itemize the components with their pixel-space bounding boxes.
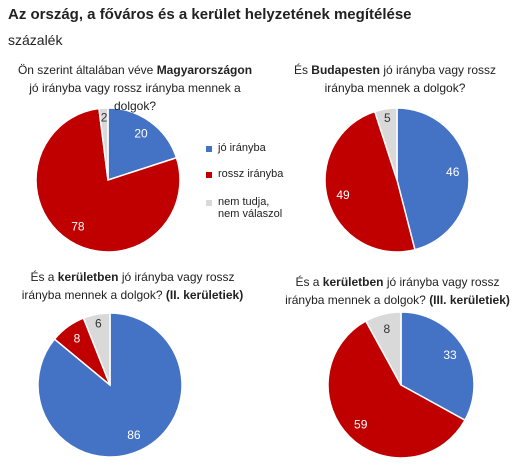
pie-slice [37, 312, 183, 458]
data-label: 46 [446, 165, 460, 179]
page-subtitle: százalék [8, 32, 63, 48]
legend-label: nem tudja, nem válaszol [218, 196, 283, 220]
title-part: Ön szerint általában véve [17, 63, 157, 77]
legend-swatch [206, 172, 212, 178]
pie-slice [98, 107, 109, 181]
pie-slice [324, 110, 416, 253]
chart-title: És a kerületben jó irányba vagy rossz ir… [15, 268, 250, 304]
legend-entry: jó irányba [206, 142, 286, 154]
pie-slice [327, 320, 466, 459]
pie-slice [396, 107, 470, 251]
chart-title: És a kerületben jó irányba vagy rossz ir… [275, 273, 520, 309]
title-part: jó irányba vagy rossz irányba mennek a d… [29, 81, 241, 113]
title-part: jó irányba vagy rossz irányba mennek a d… [21, 270, 235, 302]
title-part: (II. kerületiek) [165, 288, 244, 302]
chart-title: És Budapesten jó irányba vagy rossz irán… [290, 61, 500, 97]
data-label: 8 [383, 322, 390, 336]
legend-swatch [206, 146, 212, 152]
legend-label: rossz irányba [218, 168, 284, 180]
data-label: 33 [443, 348, 457, 362]
data-label: 49 [336, 188, 350, 202]
data-label: 20 [134, 127, 148, 141]
title-part: Magyarországon [156, 63, 253, 77]
data-label: 5 [384, 111, 391, 125]
data-label: 59 [354, 417, 368, 431]
page-title: Az ország, a főváros és a kerület helyze… [8, 6, 412, 23]
pie-slice [373, 107, 398, 181]
title-part: jó irányba vagy rossz irányba mennek a d… [285, 275, 500, 307]
chart-title: Ön szerint általában véve Magyarországon… [15, 61, 255, 115]
title-part: kerületben [57, 270, 119, 284]
title-part: És a [30, 270, 58, 284]
title-part: Budapesten [311, 63, 380, 77]
pie-slice [400, 311, 475, 422]
legend-entry: nem tudja, nem válaszol [206, 196, 286, 220]
pie-slice [35, 107, 181, 253]
title-part: jó irányba vagy rossz irányba mennek a d… [324, 63, 497, 95]
data-label: 78 [71, 220, 85, 234]
pie-slice [82, 312, 111, 386]
legend-label: jó irányba [218, 142, 266, 154]
legend-entry: rossz irányba [206, 168, 286, 180]
title-part: (III. kerületiek) [429, 293, 510, 307]
data-label: 8 [74, 332, 81, 346]
pie-slice [364, 311, 402, 386]
data-label: 6 [95, 316, 102, 330]
data-label: 86 [127, 428, 141, 442]
title-part: És a [295, 275, 323, 289]
legend-swatch [206, 200, 212, 206]
title-part: kerületben [322, 275, 384, 289]
pie-slice [107, 107, 178, 182]
title-part: És [293, 63, 312, 77]
data-label: 2 [101, 110, 108, 124]
